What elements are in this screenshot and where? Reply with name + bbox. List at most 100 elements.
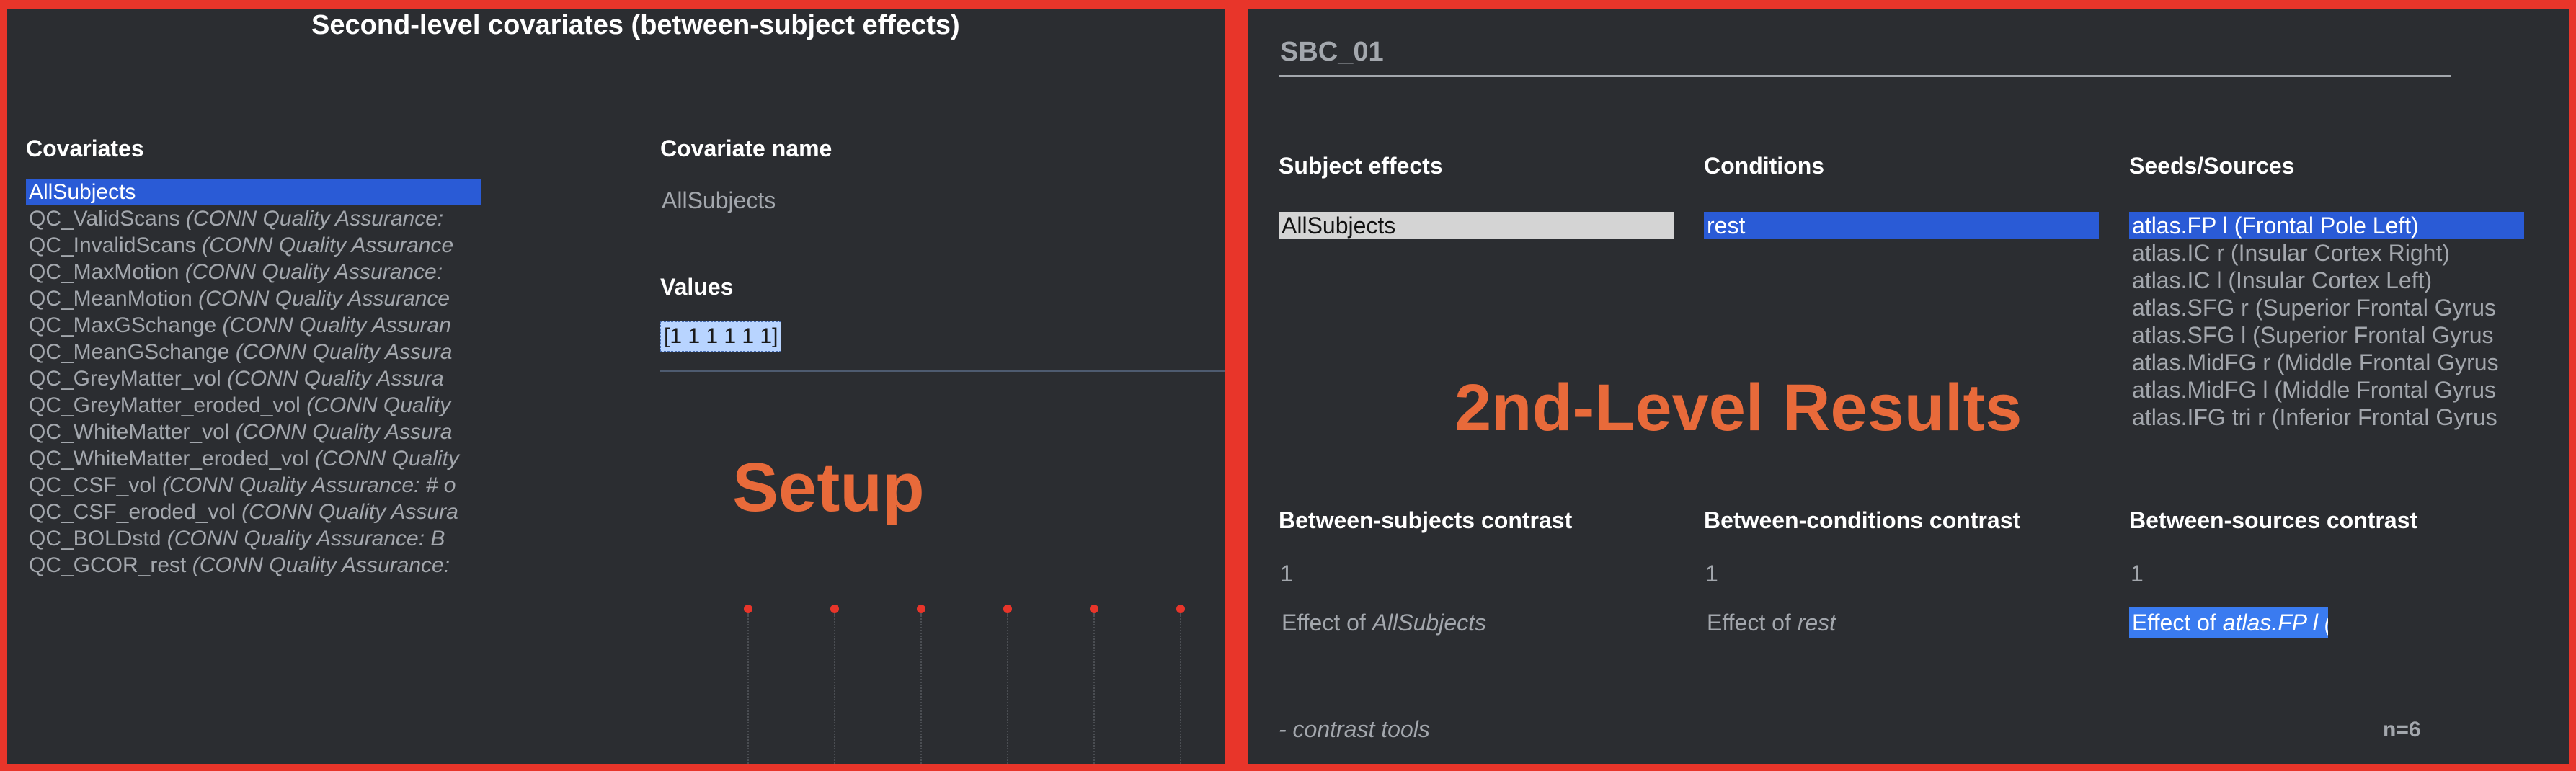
- between-subjects-contrast-field[interactable]: 1: [1280, 561, 1293, 587]
- seeds-list[interactable]: atlas.FP l (Frontal Pole Left) atlas.IC r…: [2129, 212, 2524, 431]
- covariate-item[interactable]: QC_WhiteMatter_vol (CONN Quality Assura: [26, 419, 481, 445]
- covariate-item-name: QC_MaxGSchange: [29, 313, 217, 337]
- value-point: [744, 605, 752, 613]
- values-field[interactable]: [1 1 1 1 1 1]: [660, 321, 782, 352]
- list-item[interactable]: atlas.FP l (Frontal Pole Left): [2129, 212, 2524, 239]
- covariate-item-name: QC_MeanGSchange: [29, 340, 230, 364]
- covariate-item-description: (CONN Quality Assuran: [222, 313, 451, 337]
- effect-prefix: Effect of: [2132, 610, 2216, 636]
- covariate-item-description: (CONN Quality: [314, 447, 459, 471]
- conditions-list[interactable]: rest: [1704, 212, 2099, 239]
- covariate-item[interactable]: QC_GreyMatter_eroded_vol (CONN Quality: [26, 392, 481, 419]
- subject-effects-heading: Subject effects: [1279, 153, 1443, 179]
- value-point: [1003, 605, 1012, 613]
- covariate-item-name: QC_InvalidScans: [29, 233, 196, 257]
- covariate-item-description: (CONN Quality Assura: [235, 420, 453, 444]
- covariate-item[interactable]: QC_CSF_eroded_vol (CONN Quality Assura: [26, 499, 481, 525]
- covariate-item-name: AllSubjects: [29, 180, 136, 204]
- covariate-item-description: (CONN Quality: [306, 393, 451, 417]
- list-item[interactable]: atlas.MidFG r (Middle Frontal Gyrus: [2132, 349, 2499, 375]
- list-item[interactable]: AllSubjects: [1279, 212, 1674, 239]
- analysis-name-field[interactable]: SBC_01: [1279, 32, 2451, 77]
- results-panel: SBC_01 Subject effects AllSubjects Condi…: [1248, 9, 2569, 764]
- between-conditions-effect: Effect of rest: [1704, 607, 1839, 638]
- setup-overlay-label: Setup: [732, 449, 925, 526]
- covariate-item-description: (CONN Quality Assurance: # o: [162, 473, 456, 497]
- covariate-name-field[interactable]: AllSubjects: [662, 187, 776, 213]
- effect-name: AllSubjects: [1372, 610, 1486, 636]
- value-stem: [1093, 613, 1095, 764]
- covariate-item[interactable]: QC_GCOR_rest (CONN Quality Assurance:: [26, 552, 481, 579]
- list-item[interactable]: atlas.IC l (Insular Cortex Left): [2132, 267, 2433, 293]
- covariate-item-description: (CONN Quality Assurance:: [185, 260, 443, 284]
- covariate-item[interactable]: QC_InvalidScans (CONN Quality Assurance: [26, 232, 481, 259]
- values-heading: Values: [660, 274, 734, 300]
- covariates-list[interactable]: AllSubjects QC_ValidScans (CONN Quality A…: [26, 179, 481, 579]
- covariate-item-name: QC_CSF_vol: [29, 473, 156, 497]
- covariate-item-name: QC_GCOR_rest: [29, 553, 187, 577]
- covariate-item-description: (CONN Quality Assurance: [198, 287, 450, 311]
- value-point: [917, 605, 925, 613]
- covariate-item-name: QC_BOLDstd: [29, 527, 161, 551]
- covariate-item[interactable]: QC_MeanGSchange (CONN Quality Assura: [26, 339, 481, 365]
- covariate-item-description: (CONN Quality Assurance:: [185, 207, 444, 231]
- covariate-item-name: QC_GreyMatter_eroded_vol: [29, 393, 301, 417]
- between-conditions-heading: Between-conditions contrast: [1704, 507, 2021, 533]
- covariate-item[interactable]: QC_WhiteMatter_eroded_vol (CONN Quality: [26, 445, 481, 472]
- list-item[interactable]: atlas.MidFG l (Middle Frontal Gyrus: [2132, 377, 2497, 403]
- effect-prefix: Effect of: [1282, 610, 1366, 636]
- list-item[interactable]: atlas.IFG tri r (Inferior Frontal Gyrus: [2132, 404, 2497, 430]
- effect-name: rest: [1797, 610, 1836, 636]
- between-sources-heading: Between-sources contrast: [2129, 507, 2418, 533]
- between-subjects-heading: Between-subjects contrast: [1279, 507, 1573, 533]
- covariate-item-name: QC_MeanMotion: [29, 287, 192, 311]
- conditions-heading: Conditions: [1704, 153, 1825, 179]
- covariate-item-name: QC_ValidScans: [29, 207, 180, 231]
- covariate-item[interactable]: QC_ValidScans (CONN Quality Assurance:: [26, 205, 481, 232]
- list-item[interactable]: rest: [1704, 212, 2099, 239]
- covariate-item-name: QC_WhiteMatter_vol: [29, 420, 230, 444]
- covariate-item-description: (CONN Quality Assurance: B: [166, 527, 445, 551]
- effect-name: atlas.FP l (Frontal: [2222, 610, 2328, 636]
- covariate-item-name: QC_WhiteMatter_eroded_vol: [29, 447, 309, 471]
- covariate-item-name: QC_MaxMotion: [29, 260, 179, 284]
- subject-count: n=6: [2383, 718, 2421, 741]
- panel-title: Second-level covariates (between-subject…: [311, 10, 960, 40]
- covariate-item[interactable]: QC_MeanMotion (CONN Quality Assurance: [26, 285, 481, 312]
- list-item[interactable]: atlas.SFG r (Superior Frontal Gyrus: [2132, 295, 2497, 321]
- value-stem: [920, 613, 922, 764]
- between-sources-effect[interactable]: Effect of atlas.FP l (Frontal: [2129, 607, 2328, 638]
- covariate-item-description: (CONN Quality Assurance:: [192, 553, 450, 577]
- contrast-tools-link[interactable]: - contrast tools: [1279, 716, 1430, 742]
- between-sources-contrast-field[interactable]: 1: [2131, 561, 2144, 587]
- subject-effects-list[interactable]: AllSubjects: [1279, 212, 1674, 239]
- covariate-item[interactable]: AllSubjects: [26, 179, 481, 205]
- covariate-item[interactable]: QC_BOLDstd (CONN Quality Assurance: B: [26, 525, 481, 552]
- between-subjects-effect: Effect of AllSubjects: [1279, 607, 1489, 638]
- list-item[interactable]: atlas.IC r (Insular Cortex Right): [2132, 240, 2451, 266]
- covariate-item[interactable]: QC_MaxMotion (CONN Quality Assurance:: [26, 259, 481, 285]
- results-overlay-label: 2nd-Level Results: [1454, 371, 2022, 445]
- value-stem: [834, 613, 835, 764]
- analysis-name-text: SBC_01: [1280, 37, 1384, 67]
- covariate-item-description: (CONN Quality Assura: [241, 500, 458, 524]
- divider: [660, 370, 1225, 372]
- covariate-item-name: QC_CSF_eroded_vol: [29, 500, 236, 524]
- list-item[interactable]: atlas.SFG l (Superior Frontal Gyrus: [2132, 322, 2494, 348]
- covariate-item-description: (CONN Quality Assura: [227, 367, 444, 391]
- covariates-heading: Covariates: [26, 135, 144, 161]
- value-stem: [747, 613, 749, 764]
- covariate-item[interactable]: QC_GreyMatter_vol (CONN Quality Assura: [26, 365, 481, 392]
- setup-panel: Second-level covariates (between-subject…: [7, 9, 1225, 764]
- seeds-heading: Seeds/Sources: [2129, 153, 2295, 179]
- value-point: [830, 605, 839, 613]
- value-stem: [1007, 613, 1008, 764]
- between-conditions-contrast-field[interactable]: 1: [1705, 561, 1718, 587]
- value-point: [1090, 605, 1098, 613]
- covariate-item[interactable]: QC_CSF_vol (CONN Quality Assurance: # o: [26, 472, 481, 499]
- effect-prefix: Effect of: [1707, 610, 1791, 636]
- covariate-item-description: (CONN Quality Assurance: [202, 233, 454, 257]
- value-point: [1176, 605, 1185, 613]
- covariate-item[interactable]: QC_MaxGSchange (CONN Quality Assuran: [26, 312, 481, 339]
- covariate-name-heading: Covariate name: [660, 135, 832, 161]
